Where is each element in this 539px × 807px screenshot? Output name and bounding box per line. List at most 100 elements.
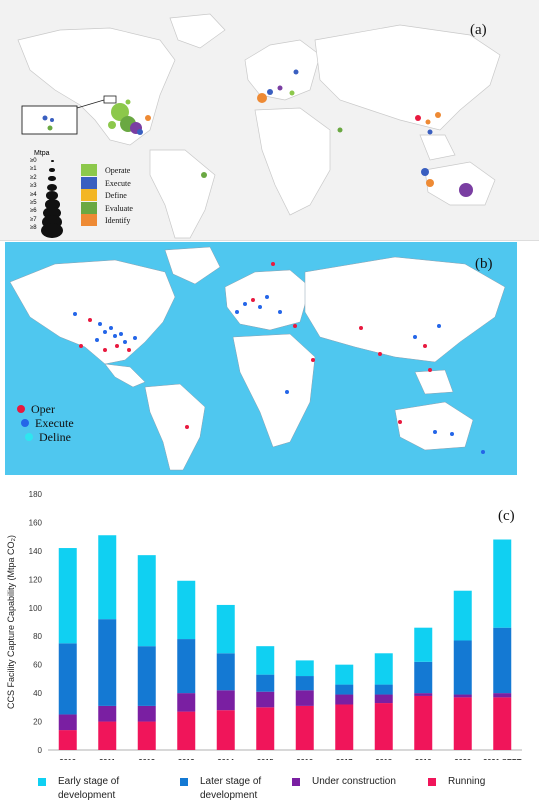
map-b-africa — [232, 333, 316, 448]
bar-segment — [216, 710, 235, 750]
bar-segment — [256, 674, 275, 692]
map-b-north-america — [9, 259, 176, 365]
dot — [311, 358, 315, 362]
map-b-australia — [394, 401, 474, 451]
bar-segment — [453, 697, 472, 750]
legend-dot — [25, 433, 33, 441]
dot — [285, 390, 289, 394]
map-a-north-america — [17, 27, 176, 146]
map-a-inset-connector — [76, 99, 105, 109]
bubble — [337, 127, 343, 133]
size-legend-label: ≥3 — [30, 183, 37, 190]
dot — [243, 302, 247, 306]
x-tick-label: 2017 — [336, 757, 353, 760]
dot — [73, 312, 77, 316]
dot — [433, 430, 437, 434]
bar-segment — [374, 684, 393, 695]
legend-label: Define — [105, 191, 127, 201]
size-legend-item: ≥7 — [30, 214, 62, 229]
size-legend-item: ≥6 — [30, 207, 61, 220]
x-tick-label: 2011 — [99, 757, 115, 760]
dot — [185, 425, 189, 429]
bar-segment — [493, 697, 512, 750]
bubble — [427, 129, 433, 135]
size-legend-bubble — [49, 168, 55, 172]
legend-label: Identify — [105, 216, 131, 226]
dot — [359, 326, 363, 330]
bar-segment — [58, 643, 77, 715]
bar-segment — [58, 730, 77, 750]
dot — [278, 310, 282, 314]
dot — [481, 450, 485, 454]
legend-label: Deline — [39, 430, 71, 444]
dot — [378, 352, 382, 356]
map-b-central-america — [104, 363, 146, 388]
bar-segment — [295, 676, 314, 691]
y-tick-label: 100 — [29, 604, 43, 613]
size-legend-label: ≥4 — [30, 191, 37, 198]
map-b-greenland — [164, 246, 221, 285]
x-tick-label: 2012 — [138, 757, 155, 760]
bubble — [201, 172, 207, 178]
bar-segment — [414, 661, 433, 694]
y-tick-label: 140 — [29, 547, 43, 556]
dot — [258, 305, 262, 309]
map-panel-b: (b) Oper Execute Deline — [5, 242, 517, 475]
size-legend-label: ≥5 — [30, 200, 37, 206]
map-a-svg — [17, 13, 501, 239]
legend-swatch — [81, 214, 97, 227]
bar-segment — [335, 704, 354, 750]
panel-b-label: (b) — [475, 256, 493, 272]
legend-label: Execute — [35, 416, 74, 430]
dot — [79, 344, 83, 348]
chart-panel-c: 0 20 40 60 80 100 120 140 160 180 2010 2011 2012 2013… — [0, 480, 539, 807]
bar-segment — [295, 705, 314, 750]
panel-c-label: (c) — [498, 508, 515, 524]
y-tick-label: 120 — [29, 575, 43, 584]
bar-segment — [374, 703, 393, 750]
y-tick-label: 20 — [33, 718, 42, 727]
bar-segment — [295, 660, 314, 677]
legend-label: Operate — [105, 166, 131, 175]
bar-segment — [493, 627, 512, 694]
bubble — [50, 118, 54, 122]
map-b-landmasses — [9, 246, 506, 471]
bar-segment — [493, 693, 512, 698]
bubble — [145, 115, 151, 121]
map-a-south-america — [149, 149, 216, 239]
bar-segment — [216, 653, 235, 691]
dot — [293, 324, 297, 328]
map-b-dots — [73, 262, 485, 454]
bar-segment — [137, 646, 156, 706]
legend-swatch — [428, 778, 436, 786]
bubble — [277, 85, 283, 91]
size-legend-bubble — [45, 191, 59, 201]
x-tick-label: 2010 — [59, 757, 76, 760]
map-b-svg — [9, 246, 506, 471]
legend-swatch — [81, 176, 97, 189]
size-legend-bubble — [50, 160, 54, 163]
dot — [113, 334, 117, 338]
bar-segment — [256, 707, 275, 750]
bubble — [137, 129, 143, 135]
dot — [88, 318, 92, 322]
size-legend-title: Mtpa — [34, 150, 50, 157]
size-legend-label: ≥0 — [30, 158, 37, 164]
bubble — [125, 99, 131, 105]
legend-label: Early stage of development — [58, 776, 120, 801]
bubble — [42, 115, 48, 121]
size-legend-label: ≥7 — [30, 216, 37, 223]
legend-swatch — [81, 201, 97, 214]
size-legend-label: ≥1 — [30, 166, 37, 173]
dot — [450, 432, 454, 436]
bar-segment — [216, 690, 235, 711]
size-legend-item: ≥5 — [30, 199, 60, 210]
y-tick-label: 160 — [29, 518, 43, 527]
legend-label: Oper — [31, 402, 55, 416]
map-a-asia — [314, 24, 501, 131]
bar-segment — [177, 711, 196, 750]
dot — [271, 262, 275, 266]
dot — [109, 326, 113, 330]
y-tick-label: 60 — [33, 661, 42, 670]
dot — [423, 344, 427, 348]
